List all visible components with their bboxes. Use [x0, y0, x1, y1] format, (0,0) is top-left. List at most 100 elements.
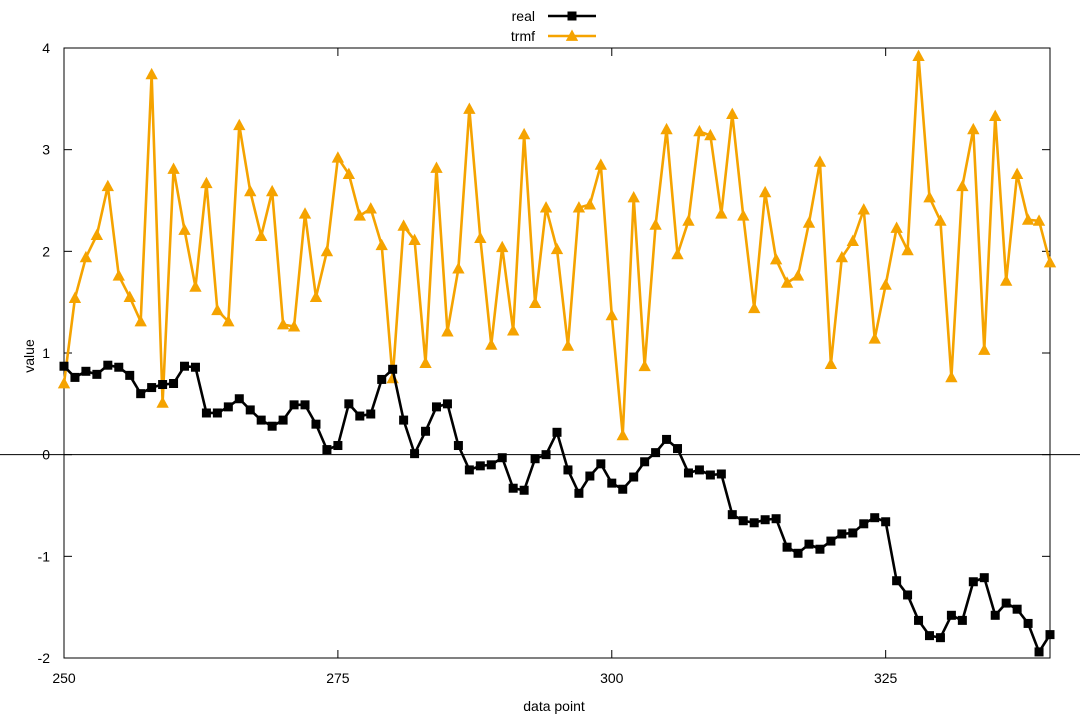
data-point-trmf: [298, 207, 312, 219]
data-point-trmf: [528, 296, 542, 309]
data-point-trmf: [572, 201, 586, 213]
data-point-real: [563, 465, 573, 475]
data-point-real: [892, 576, 902, 586]
data-point-real: [114, 362, 124, 372]
data-point-real: [410, 449, 420, 459]
data-point-trmf: [945, 370, 958, 383]
data-point-trmf: [956, 179, 969, 192]
data-point-real: [486, 460, 496, 470]
data-point-trmf: [824, 357, 838, 370]
data-point-trmf: [342, 167, 356, 179]
data-point-trmf: [68, 291, 82, 303]
data-point-real: [256, 415, 266, 425]
data-point-real: [190, 362, 200, 372]
data-point-trmf: [627, 190, 640, 203]
data-point-trmf: [101, 179, 114, 192]
data-point-real: [968, 577, 978, 587]
x-tick-label: 275: [326, 670, 350, 686]
data-point-trmf: [594, 158, 607, 170]
data-point-real: [355, 411, 365, 421]
data-point-trmf: [276, 318, 290, 330]
data-point-trmf: [1032, 214, 1046, 226]
y-tick-label: 4: [42, 40, 50, 56]
data-point-real: [541, 450, 551, 460]
data-point-real: [333, 441, 343, 451]
data-point-trmf: [331, 151, 345, 163]
series-layer: [57, 49, 1057, 657]
data-point-real: [136, 389, 146, 399]
data-point-trmf: [112, 269, 125, 281]
data-point-trmf: [408, 233, 421, 246]
data-point-trmf: [737, 209, 750, 221]
data-point-trmf: [802, 216, 816, 228]
data-point-trmf: [397, 219, 410, 231]
data-point-trmf: [244, 184, 257, 197]
data-point-real: [1023, 618, 1033, 628]
data-point-real: [344, 399, 354, 409]
y-tick-label: 3: [42, 142, 50, 158]
data-point-trmf: [715, 207, 728, 219]
data-point-real: [979, 573, 989, 583]
data-point-trmf: [1021, 213, 1035, 225]
data-point-real: [399, 415, 409, 425]
y-tick-label: 1: [42, 345, 50, 361]
data-point-real: [431, 402, 441, 412]
data-point-real: [377, 374, 387, 384]
data-point-trmf: [463, 102, 476, 114]
data-point-real: [552, 427, 562, 437]
data-point-real: [1045, 630, 1055, 640]
data-point-trmf: [90, 228, 104, 240]
data-point-real: [530, 454, 540, 464]
data-point-trmf: [857, 203, 870, 215]
y-tick-label: -2: [38, 650, 51, 666]
data-point-real: [760, 515, 770, 525]
data-point-real: [990, 610, 1000, 620]
data-point-real: [716, 469, 726, 479]
data-point-real: [914, 615, 924, 625]
data-point-trmf: [901, 243, 914, 256]
data-point-trmf: [835, 250, 849, 263]
data-point-real: [793, 548, 803, 558]
data-point-trmf: [189, 280, 202, 292]
data-point-trmf: [704, 128, 717, 141]
data-point-trmf: [364, 202, 377, 214]
y-axis-label: value: [21, 339, 37, 373]
data-point-trmf: [265, 184, 279, 197]
data-point-trmf: [813, 155, 827, 167]
data-point-trmf: [287, 320, 301, 332]
series-trmf: [57, 49, 1057, 441]
data-point-trmf: [233, 118, 246, 131]
data-point-real: [169, 379, 179, 388]
data-point-trmf: [474, 231, 487, 243]
data-point-real: [574, 488, 584, 498]
data-point-real: [640, 457, 650, 467]
x-tick-label: 300: [600, 670, 624, 686]
data-point-real: [771, 514, 781, 524]
data-point-real: [70, 372, 80, 382]
data-point-trmf: [496, 240, 509, 253]
data-point-real: [453, 441, 463, 451]
data-point-trmf: [989, 109, 1002, 121]
data-point-trmf: [868, 332, 881, 344]
data-point-trmf: [353, 209, 366, 221]
data-point-real: [147, 383, 157, 393]
data-point-trmf: [671, 247, 684, 260]
data-point-real: [881, 517, 891, 527]
data-point-trmf: [167, 162, 180, 174]
data-point-real: [103, 360, 113, 370]
data-point-trmf: [419, 356, 432, 369]
data-point-trmf: [200, 176, 213, 189]
data-point-trmf: [178, 223, 191, 235]
data-point-real: [1001, 598, 1011, 608]
data-point-trmf: [561, 339, 575, 351]
data-point-real: [629, 472, 639, 482]
data-point-real: [464, 465, 474, 475]
data-point-real: [782, 542, 792, 552]
data-point-real: [957, 615, 967, 625]
data-point-trmf: [441, 325, 454, 337]
data-point-trmf: [430, 161, 443, 173]
data-point-trmf: [79, 250, 93, 263]
data-point-trmf: [890, 221, 903, 233]
data-point-real: [870, 513, 880, 523]
data-point-trmf: [758, 185, 772, 198]
